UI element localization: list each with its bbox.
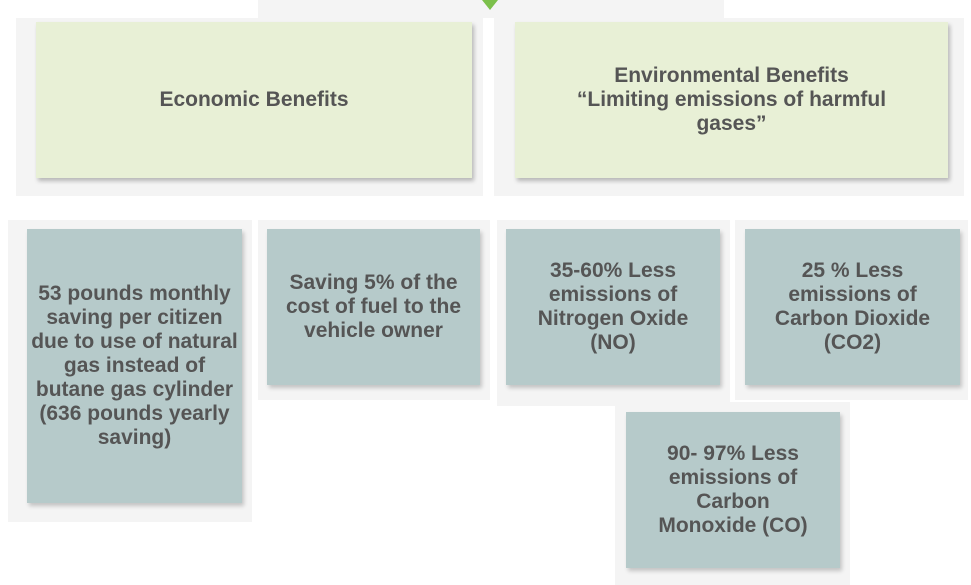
sublabel: “Limiting emissions of harmful gases” (576, 88, 887, 135)
benefit-box: 90- 97% Less emissions of Carbon Monoxid… (626, 412, 840, 568)
label: Saving 5% of the cost of fuel to the veh… (286, 271, 461, 342)
arrow-tip (482, 0, 498, 10)
label: Environmental Benefits (614, 64, 849, 87)
benefit-box: 35-60% Less emissions of Nitrogen Oxide … (506, 229, 720, 385)
label: Economic Benefits (159, 88, 349, 111)
economic-benefits: Economic Benefits (36, 22, 472, 178)
benefit-box: Saving 5% of the cost of fuel to the veh… (267, 229, 480, 385)
benefit-box: 53 pounds monthly saving per citizen due… (27, 229, 242, 503)
label: 35-60% Less emissions of Nitrogen Oxide … (537, 259, 689, 354)
benefit-box: 25 % Less emissions of Carbon Dioxide (C… (745, 229, 960, 385)
environmental-benefits: Environmental Benefits “Limiting emissio… (515, 22, 948, 178)
backdrop (258, 0, 724, 18)
label: 90- 97% Less emissions of Carbon Monoxid… (658, 442, 808, 537)
label: 53 pounds monthly saving per citizen due… (31, 282, 238, 449)
label: 25 % Less emissions of Carbon Dioxide (C… (774, 259, 931, 354)
